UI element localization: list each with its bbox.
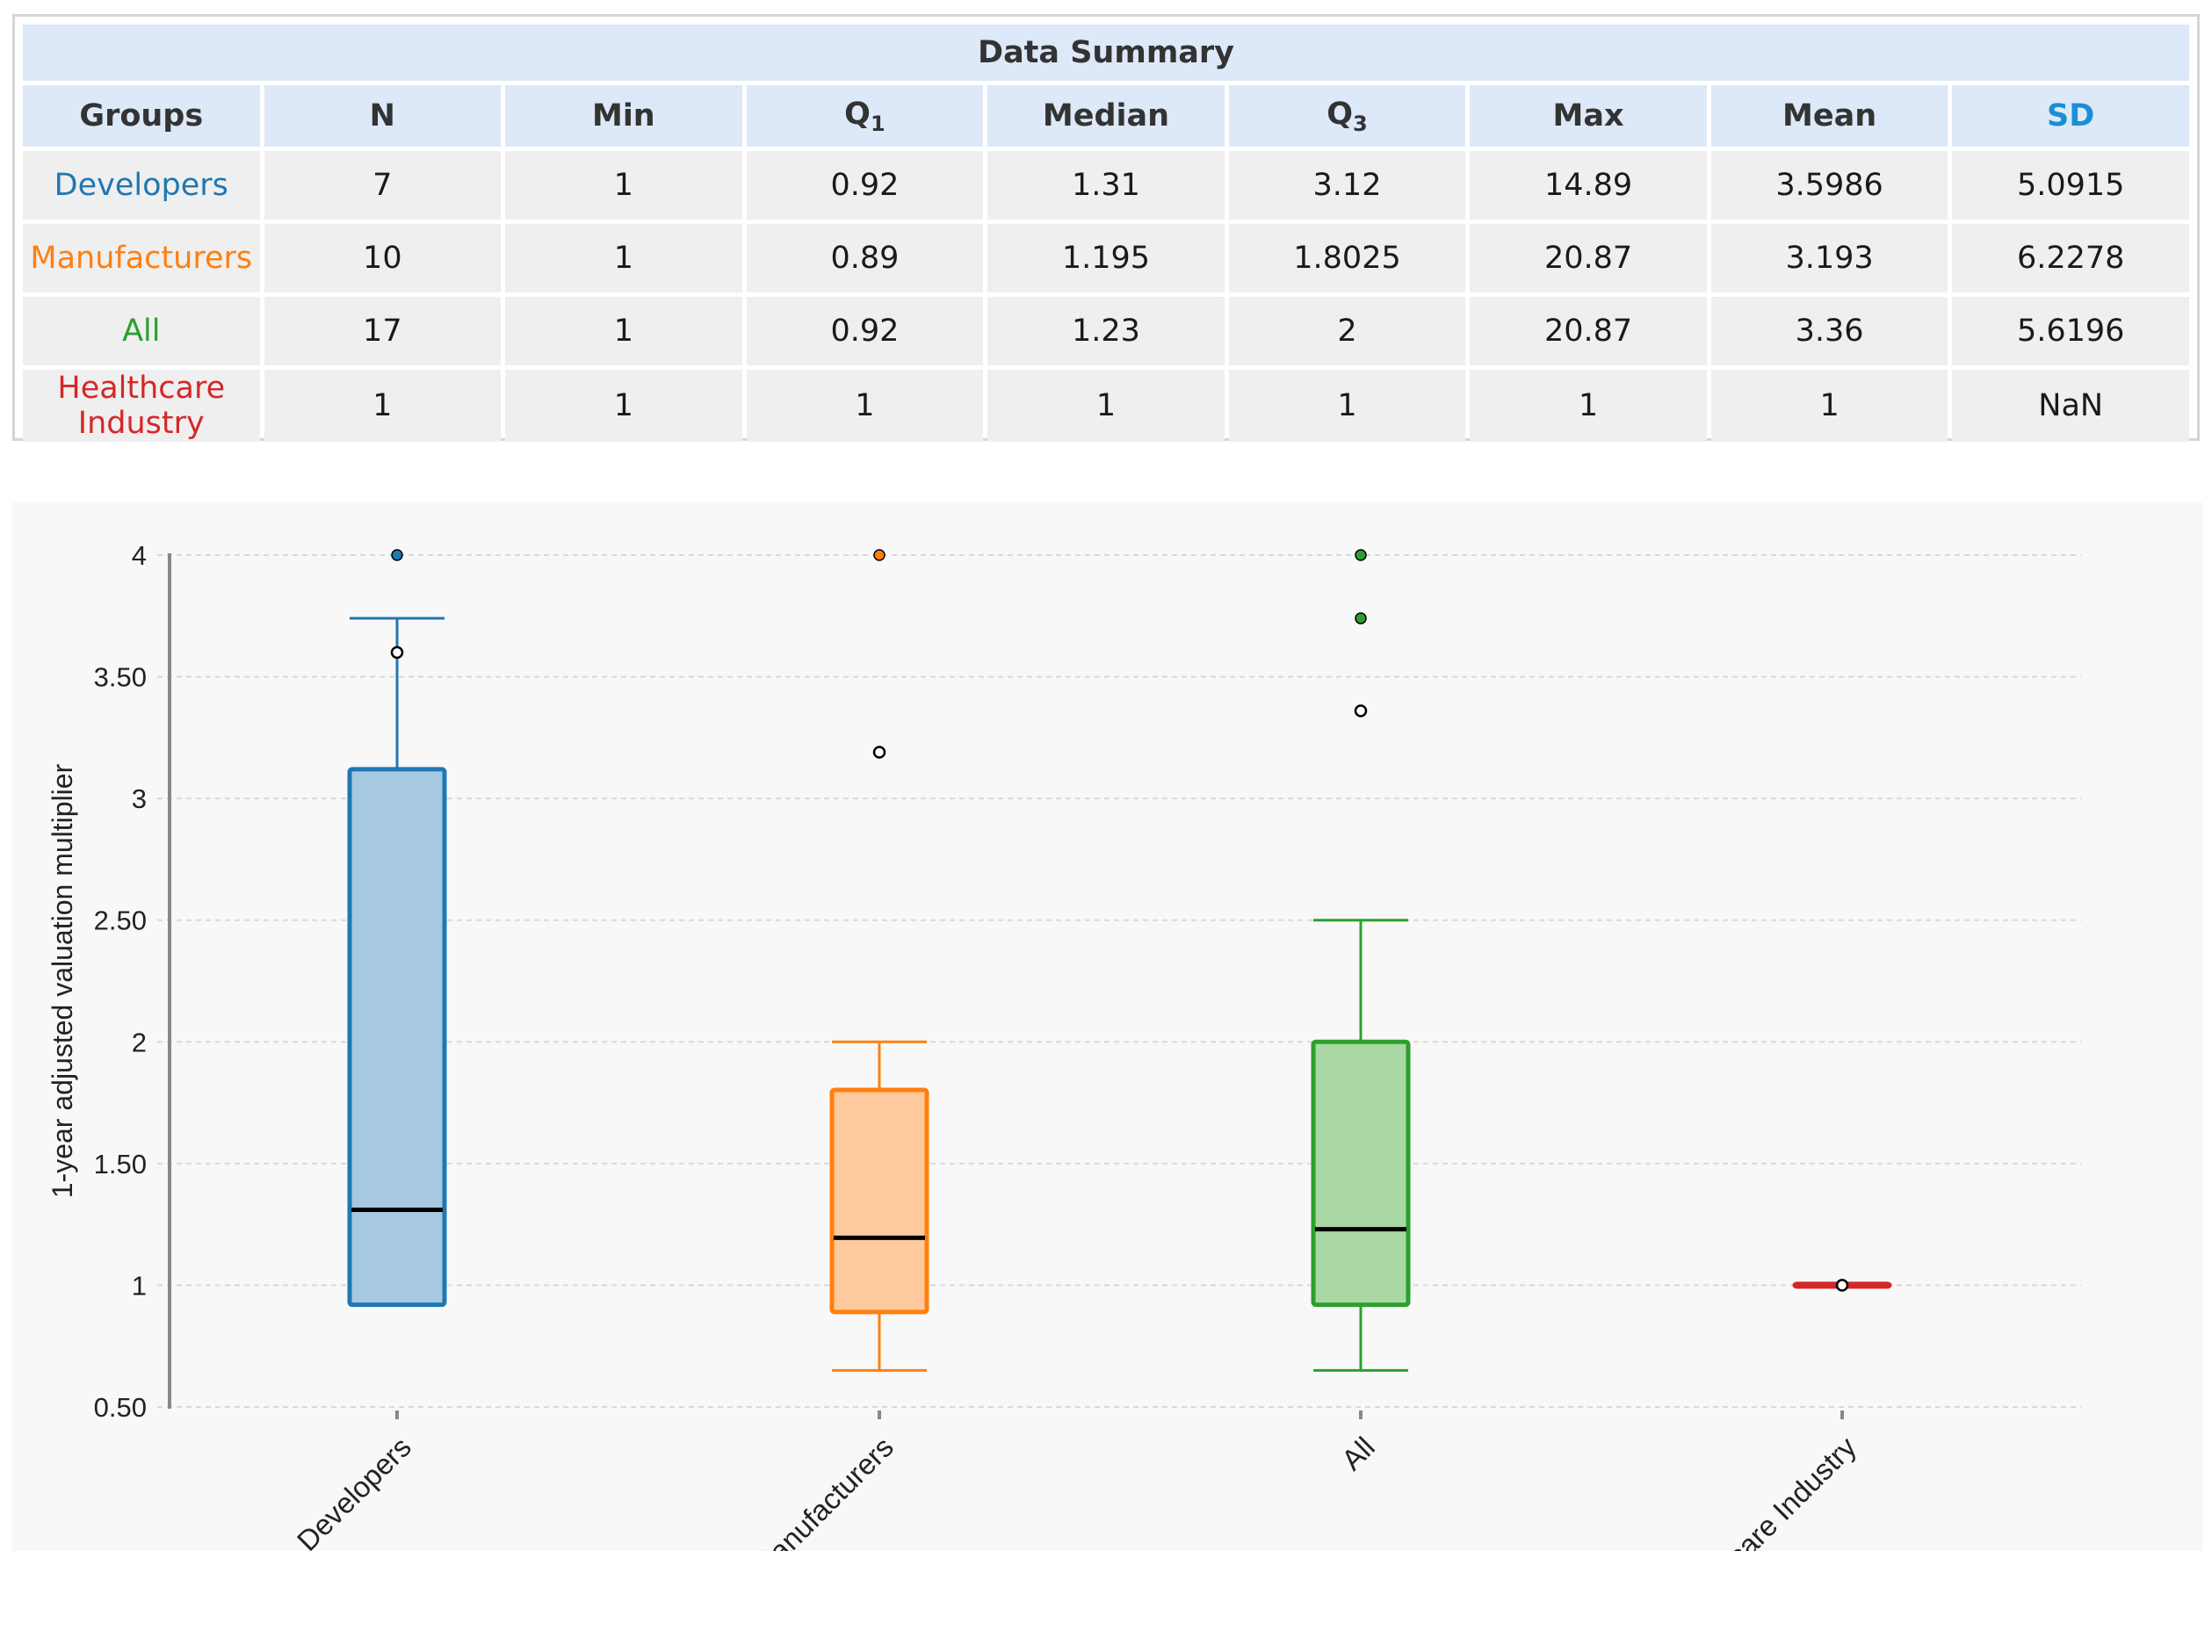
y-tick-label: 1.50: [94, 1149, 147, 1179]
y-tick-label: 3.50: [94, 662, 147, 693]
data-point: [1354, 704, 1368, 718]
group-cell: Healthcare Industry: [23, 370, 260, 442]
header-q1-letter: Q: [844, 96, 871, 132]
table-cell: 20.87: [1470, 297, 1707, 365]
group-cell: Manufacturers: [23, 224, 260, 292]
table-cell: 14.89: [1470, 151, 1707, 220]
table-cell: 17: [264, 297, 502, 365]
y-tick-label: 3: [132, 783, 147, 814]
header-median[interactable]: Median: [987, 85, 1225, 147]
y-tick-label: 2.50: [94, 905, 147, 936]
header-q1-sub: 1: [870, 111, 886, 136]
data-point: [1355, 612, 1367, 624]
x-tick-label: Healthcare Industry: [1661, 1430, 1862, 1551]
group-cell: Developers: [23, 151, 260, 220]
table-row: Developers 7 1 0.92 1.31 3.12 14.89 3.5986 5.091…: [23, 151, 2189, 220]
table-cell: 1.23: [987, 297, 1225, 365]
table-cell: 0.92: [746, 151, 984, 220]
table-body: Developers 7 1 0.92 1.31 3.12 14.89 3.5986 5.091…: [23, 151, 2189, 442]
table-cell: 20.87: [1470, 224, 1707, 292]
table-cell: 1: [505, 370, 742, 442]
table-cell: 3.193: [1710, 224, 1948, 292]
x-tick-label: Manufacturers: [746, 1431, 900, 1551]
table-cell: 1: [987, 370, 1225, 442]
box-iqr: [1311, 1039, 1411, 1308]
table-cell: 0.92: [746, 297, 984, 365]
table-cell: 1: [505, 297, 742, 365]
header-q1[interactable]: Q1: [746, 85, 984, 147]
table-cell: 0.89: [746, 224, 984, 292]
table-cell: 5.6196: [1952, 297, 2189, 365]
header-mean[interactable]: Mean: [1710, 85, 1948, 147]
box-iqr: [829, 1087, 929, 1315]
table-cell: 1: [1470, 370, 1707, 442]
y-tick-label: 2: [132, 1027, 147, 1057]
header-max[interactable]: Max: [1470, 85, 1707, 147]
table-cell: 1.195: [987, 224, 1225, 292]
table-cell: 1: [505, 224, 742, 292]
y-axis-title: 1-year adjusted valuation multiplier: [47, 763, 78, 1198]
x-tick-label: Developers: [291, 1431, 417, 1551]
table-cell: 7: [264, 151, 502, 220]
table-cell: 1: [1710, 370, 1948, 442]
table-cell: 1: [1228, 370, 1466, 442]
data-point: [390, 646, 404, 660]
boxplot-chart: 0.50 1 1.50 2 2.50 3 3.50 4 1-year adjusted valu…: [12, 502, 2203, 1551]
table-cell: NaN: [1952, 370, 2189, 442]
table-cell: 1: [505, 151, 742, 220]
data-point: [1355, 549, 1367, 561]
data-summary-table: Data Summary Groups N Min Q1 Median Q3 M…: [12, 14, 2200, 442]
data-point: [872, 746, 886, 759]
table-row: All 17 1 0.92 1.23 2 20.87 3.36 5.6196: [23, 297, 2189, 365]
box-iqr: [347, 767, 447, 1308]
table-cell: 3.5986: [1710, 151, 1948, 220]
header-groups[interactable]: Groups: [23, 85, 260, 147]
data-point: [873, 549, 886, 561]
table-cell: 10: [264, 224, 502, 292]
data-point: [391, 549, 403, 561]
group-cell: All: [23, 297, 260, 365]
boxplot-svg: 0.50 1 1.50 2 2.50 3 3.50 4 1-year adjusted valu…: [47, 540, 2081, 1551]
x-tick-label: All: [1335, 1431, 1381, 1476]
header-min[interactable]: Min: [505, 85, 742, 147]
header-q3[interactable]: Q3: [1228, 85, 1466, 147]
y-tick-label: 4: [132, 540, 147, 571]
table-row: Healthcare Industry 1 1 1 1 1 1 1 NaN: [23, 370, 2189, 442]
table-cell: 1: [264, 370, 502, 442]
table-cell: 1: [746, 370, 984, 442]
table-cell: 1.31: [987, 151, 1225, 220]
table-header-row: Groups N Min Q1 Median Q3 Max Mean SD: [23, 85, 2189, 147]
table-cell: 5.0915: [1952, 151, 2189, 220]
data-point: [1835, 1279, 1849, 1292]
header-sd[interactable]: SD: [1952, 85, 2189, 147]
header-q3-sub: 3: [1353, 111, 1368, 136]
table-cell: 6.2278: [1952, 224, 2189, 292]
table-title: Data Summary: [23, 25, 2189, 81]
table-cell: 1.8025: [1228, 224, 1466, 292]
y-tick-label: 0.50: [94, 1392, 147, 1423]
y-tick-label: 1: [132, 1270, 147, 1301]
header-n[interactable]: N: [264, 85, 502, 147]
header-q3-letter: Q: [1326, 96, 1354, 132]
table-cell: 2: [1228, 297, 1466, 365]
table-cell: 3.36: [1710, 297, 1948, 365]
table-cell: 3.12: [1228, 151, 1466, 220]
table-row: Manufacturers 10 1 0.89 1.195 1.8025 20.87 3.19…: [23, 224, 2189, 292]
